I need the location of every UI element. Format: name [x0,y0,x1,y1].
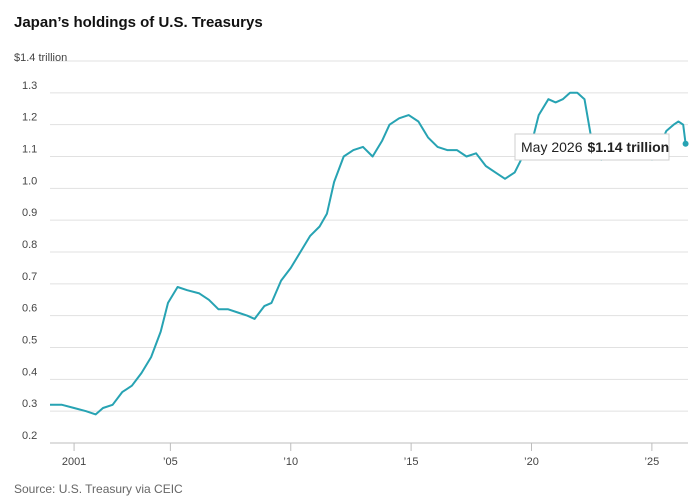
y-tick-label: 1.1 [22,144,37,156]
x-tick-label: ’05 [163,456,178,468]
x-tick-label: ’15 [404,456,419,468]
tooltip-text: May 2026 $1.14 trillion [521,139,669,155]
y-tick-label: 0.4 [22,366,37,378]
y-axis-unit-label: $1.4 trillion [14,52,67,64]
x-tick-label: ’25 [645,456,660,468]
y-tick-label: 1.3 [22,80,37,92]
y-tick-label: 0.9 [22,207,37,219]
tooltip-value: $1.14 trillion [587,139,669,155]
gridlines [50,60,688,444]
y-tick-label: 0.8 [22,239,37,251]
y-tick-label: 0.2 [22,430,37,442]
y-axis: 0.2 0.3 0.4 0.5 0.6 0.7 0.8 0.9 1.0 1.1 1.2 1.3 [22,80,37,442]
y-tick-label: 0.6 [22,303,37,315]
tooltip-box [514,133,670,161]
y-tick-label: 1.0 [22,175,37,187]
x-tick-label: 2001 [62,456,86,468]
value-tooltip: May 2026 $1.14 trillion [514,133,670,161]
source-note: Source: U.S. Treasury via CEIC [14,482,183,496]
x-tick-label: ’20 [524,456,539,468]
tooltip-date: May 2026 [521,139,583,155]
x-axis: 2001 ’05 ’10 ’15 ’20 ’25 [62,443,659,468]
x-tick-label: ’10 [283,456,298,468]
y-tick-label: 0.3 [22,398,37,410]
y-tick-label: 0.7 [22,271,37,283]
chart-title: Japan’s holdings of U.S. Treasurys [14,14,263,31]
y-tick-label: 0.5 [22,335,37,347]
y-tick-label: 1.2 [22,112,37,124]
end-point-marker [682,140,689,147]
